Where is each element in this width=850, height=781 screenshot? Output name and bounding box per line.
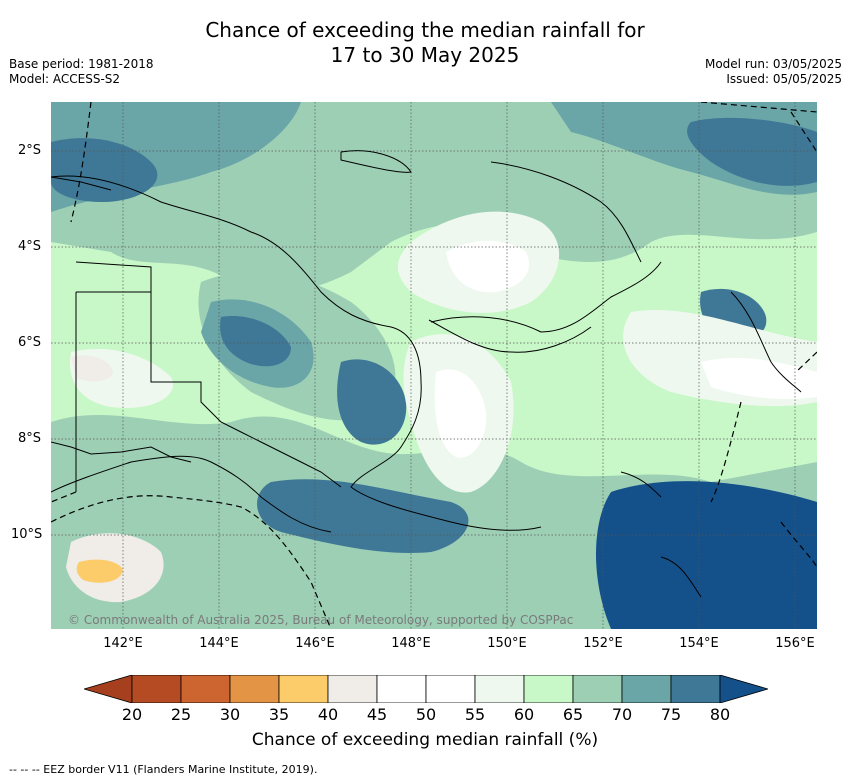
lon-label-146: 146°E xyxy=(295,636,335,651)
copyright-text: © Commonwealth of Australia 2025, Bureau… xyxy=(68,613,574,627)
issued-date: Issued: 05/05/2025 xyxy=(726,72,842,86)
contour-50c xyxy=(701,357,817,399)
colorbar-tick-label: 35 xyxy=(268,705,290,724)
colorbar-tick-label: 45 xyxy=(366,705,388,724)
contour-75g xyxy=(337,359,407,445)
lat-label-8s: 8°S xyxy=(18,431,42,446)
contour-75f xyxy=(220,316,291,367)
rainfall-map xyxy=(51,102,817,629)
colorbar xyxy=(84,675,768,703)
model-run: Model run: 03/05/2025 xyxy=(704,57,842,71)
eez-footnote: -- -- -- EEZ border V11 (Flanders Marine… xyxy=(9,763,318,776)
colorbar-segment xyxy=(523,675,574,703)
colorbar-segment xyxy=(180,675,231,703)
contour-35 xyxy=(76,559,123,583)
colorbar-tick-label: 40 xyxy=(317,705,339,724)
meta-left: Base period: 1981-2018 Model: ACCESS-S2 xyxy=(9,57,154,87)
colorbar-tick-label: 30 xyxy=(219,705,241,724)
contour-80 xyxy=(596,481,817,629)
colorbar-segment xyxy=(425,675,476,703)
contour-50 xyxy=(446,240,530,293)
colorbar-tick-label: 20 xyxy=(121,705,143,724)
colorbar-tick-label: 70 xyxy=(611,705,633,724)
colorbar-tick-label: 75 xyxy=(660,705,682,724)
lat-label-10s: 10°S xyxy=(11,527,43,542)
lat-label-4s: 4°S xyxy=(18,239,42,254)
colorbar-segment xyxy=(229,675,280,703)
colorbar-over-triangle xyxy=(719,675,768,703)
map-area: © Commonwealth of Australia 2025, Bureau… xyxy=(51,102,817,629)
title-line-2: 17 to 30 May 2025 xyxy=(330,43,520,67)
colorbar-tick-label: 65 xyxy=(562,705,584,724)
colorbar-tick-label: 80 xyxy=(709,705,731,724)
colorbar-title: Chance of exceeding median rainfall (%) xyxy=(251,730,599,750)
meta-right: Model run: 03/05/2025 Issued: 05/05/2025 xyxy=(705,57,842,87)
contour-50b xyxy=(434,369,487,458)
lat-label-2s: 2°S xyxy=(18,143,42,158)
contour-75c xyxy=(51,138,158,202)
map-title: Chance of exceeding the median rainfall … xyxy=(0,18,850,68)
colorbar-segment xyxy=(670,675,721,703)
lon-label-150: 150°E xyxy=(487,636,527,651)
colorbar-segment xyxy=(376,675,427,703)
colorbar-segment xyxy=(278,675,329,703)
contour-45 xyxy=(71,355,113,382)
lon-label-154: 154°E xyxy=(679,636,719,651)
base-period: Base period: 1981-2018 xyxy=(9,57,154,71)
colorbar-segment xyxy=(131,675,182,703)
lon-label-152: 152°E xyxy=(583,636,623,651)
coastlines xyxy=(51,150,802,598)
colorbar-tick-label: 60 xyxy=(513,705,535,724)
lon-label-144: 144°E xyxy=(199,636,239,651)
lat-label-6s: 6°S xyxy=(18,335,42,350)
lon-label-156: 156°E xyxy=(775,636,815,651)
colorbar-segment xyxy=(621,675,672,703)
colorbar-segment xyxy=(572,675,623,703)
contour-75i xyxy=(257,479,469,553)
lon-label-148: 148°E xyxy=(391,636,431,651)
colorbar-under-triangle xyxy=(84,675,133,703)
colorbar-segment xyxy=(474,675,525,703)
model-name: Model: ACCESS-S2 xyxy=(9,72,121,86)
title-line-1: Chance of exceeding the median rainfall … xyxy=(205,18,645,42)
colorbar-segment xyxy=(327,675,378,703)
eez-borders xyxy=(51,102,817,629)
lon-label-142: 142°E xyxy=(103,636,143,651)
colorbar-tick-label: 25 xyxy=(170,705,192,724)
contour-75d xyxy=(687,117,817,186)
colorbar-tick-label: 50 xyxy=(415,705,437,724)
colorbar-tick-label: 55 xyxy=(464,705,486,724)
